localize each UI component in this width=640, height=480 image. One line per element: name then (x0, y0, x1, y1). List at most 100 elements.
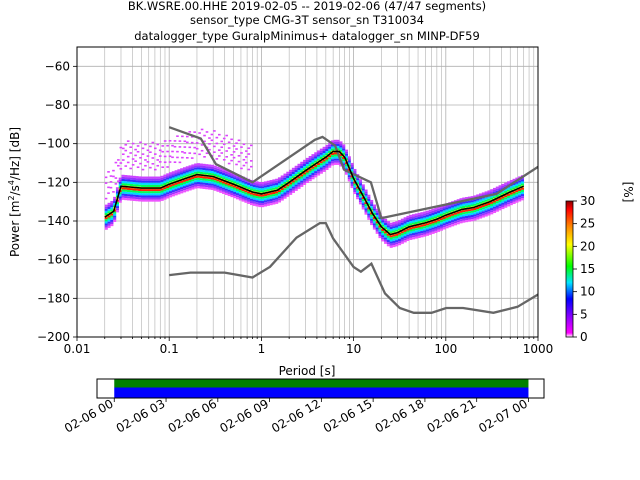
heatmap-cell (269, 194, 273, 197)
heatmap-cell (107, 192, 110, 194)
heatmap-cell (247, 153, 251, 155)
heatmap-cell (389, 239, 393, 242)
heatmap-cell (361, 184, 365, 187)
heatmap-cell (205, 166, 209, 169)
heatmap-cell (205, 178, 209, 181)
heatmap-cell (291, 176, 295, 179)
heatmap-cell (498, 204, 502, 207)
heatmap-cell (384, 239, 388, 242)
heatmap-cell (512, 201, 516, 204)
heatmap-cell (325, 144, 329, 147)
heatmap-cell (233, 175, 237, 178)
heatmap-cell (294, 174, 298, 177)
heatmap-cell (244, 196, 248, 199)
heatmap-cell (219, 180, 223, 183)
heatmap-cell (110, 201, 114, 204)
heatmap-cell (314, 173, 318, 176)
heatmap-cell (501, 204, 505, 207)
heatmap-cell (317, 156, 321, 159)
heatmap-cell (414, 213, 418, 216)
heatmap-cell (219, 182, 223, 185)
heatmap-cell (113, 219, 117, 222)
heatmap-cell (119, 168, 123, 170)
heatmap-cell (487, 202, 491, 206)
heatmap-cell (350, 167, 354, 170)
heatmap-cell (132, 196, 136, 199)
heatmap-cell (473, 203, 477, 206)
heatmap-cell (370, 218, 374, 221)
heatmap-cell (180, 170, 184, 173)
heatmap-cell (107, 217, 111, 220)
heatmap-cell (439, 228, 444, 231)
heatmap-cell (476, 213, 480, 216)
heatmap-cell (361, 199, 365, 202)
heatmap-cell (196, 169, 201, 172)
heatmap-cell (294, 172, 298, 175)
heatmap-cell (194, 180, 198, 183)
heatmap-cell (473, 201, 477, 204)
heatmap-cell (456, 215, 460, 219)
heatmap-cell (434, 207, 438, 210)
heatmap-cell (437, 229, 441, 232)
heatmap-cell (222, 173, 226, 176)
heatmap-cell (428, 216, 432, 219)
heatmap-cell (171, 179, 175, 182)
heatmap-cell (224, 176, 228, 179)
heatmap-cell (431, 229, 435, 232)
heatmap-cell (241, 178, 245, 181)
heatmap-cell (437, 225, 441, 228)
heatmap-cell (386, 223, 390, 226)
heatmap-cell (202, 180, 206, 183)
heatmap-cell (465, 218, 469, 221)
heatmap-cell (280, 188, 284, 191)
heatmap-cell (356, 192, 360, 196)
heatmap-cell (364, 210, 368, 213)
heatmap-cell (191, 164, 195, 167)
heatmap-cell (437, 208, 441, 211)
heatmap-cell (336, 146, 340, 149)
heatmap-cell (395, 225, 399, 228)
heatmap-cell (459, 210, 463, 213)
heatmap-cell (208, 179, 212, 182)
heatmap-cell (238, 177, 242, 180)
heatmap-cell (459, 202, 463, 205)
heatmap-cell (213, 165, 217, 168)
heatmap-cell (146, 178, 150, 181)
heatmap-cell (188, 146, 192, 149)
heatmap-cell (303, 176, 307, 179)
heatmap-cell (216, 172, 220, 176)
heatmap-cell (481, 192, 485, 195)
heatmap-cell (289, 173, 293, 177)
heatmap-cell (331, 163, 335, 166)
heatmap-cell (216, 189, 220, 192)
heatmap-cell (467, 217, 471, 220)
heatmap-cell (163, 191, 167, 194)
heatmap-cell (146, 184, 150, 187)
heatmap-cell (453, 206, 457, 209)
heatmap-cell (156, 164, 160, 167)
timeline-tick-label: 02-06 15 (321, 396, 375, 435)
heatmap-cell (163, 155, 167, 158)
heatmap-cell (333, 141, 337, 144)
heatmap-cell (291, 188, 295, 191)
heatmap-cell (233, 191, 237, 195)
heatmap-cell (370, 199, 374, 203)
heatmap-cell (117, 159, 120, 161)
heatmap-cell (398, 222, 402, 225)
heatmap-cell (473, 216, 477, 219)
heatmap-cell (208, 181, 212, 184)
heatmap-cell (442, 208, 446, 211)
heatmap-cell (174, 174, 178, 177)
heatmap-cell (353, 189, 357, 192)
heatmap-cell (331, 161, 335, 164)
timeline-tick-label: 02-06 03 (114, 396, 168, 435)
heatmap-cell (344, 168, 349, 171)
heatmap-cell (275, 193, 279, 196)
heatmap-cell (115, 208, 120, 211)
heatmap-cell (208, 166, 212, 169)
heatmap-cell (113, 213, 117, 216)
heatmap-cell (152, 191, 156, 194)
heatmap-cell (232, 145, 236, 147)
heatmap-cell (269, 184, 273, 187)
heatmap-cell (428, 209, 432, 212)
